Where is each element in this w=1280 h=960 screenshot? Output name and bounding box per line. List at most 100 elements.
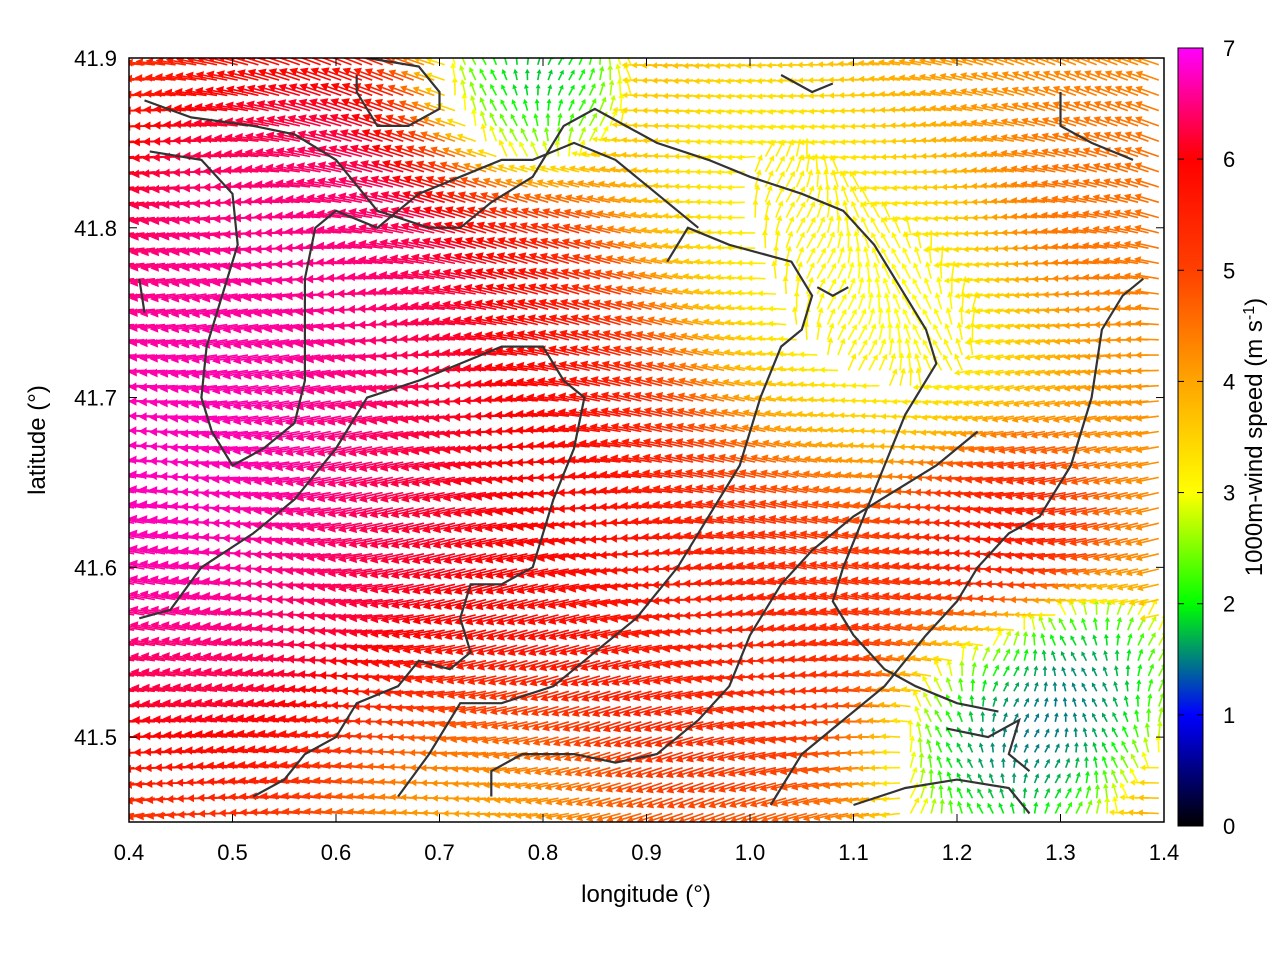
wind-arrow-head: [105, 798, 113, 806]
wind-arrow-head: [1067, 787, 1072, 793]
wind-arrow-shaft: [1054, 791, 1060, 799]
wind-arrow-head: [324, 792, 332, 800]
wind-arrow: [1033, 787, 1039, 799]
wind-arrow-head: [109, 590, 118, 599]
wind-arrow-head: [791, 799, 799, 807]
wind-arrow-head: [111, 701, 119, 710]
wind-arrow-shaft: [1064, 805, 1071, 814]
wind-arrow: [966, 787, 974, 799]
wind-arrow: [1095, 798, 1102, 814]
wind-arrow: [129, 812, 135, 816]
wind-arrow-head: [525, 812, 532, 820]
wind-arrow-head: [555, 798, 563, 806]
wind-arrow-head: [312, 776, 321, 785]
wind-arrow-head: [585, 784, 593, 792]
wind-arrow-head: [1022, 787, 1028, 792]
wind-arrow-head: [379, 808, 386, 816]
wind-arrow-shaft: [662, 782, 683, 791]
wind-arrow: [948, 799, 954, 814]
wind-arrow-head: [1112, 795, 1119, 802]
wind-arrow-shaft: [1033, 636, 1036, 646]
wind-arrow-shaft: [1085, 775, 1089, 784]
wind-arrow-head: [102, 750, 110, 758]
wind-arrow-head: [452, 795, 459, 803]
wind-arrow-head: [196, 777, 204, 787]
wind-arrow-shaft: [673, 812, 694, 821]
wind-arrow-head: [1108, 809, 1115, 816]
wind-arrow-shaft: [663, 812, 683, 821]
wind-arrow-head: [615, 785, 623, 793]
wind-arrow-head: [378, 778, 385, 786]
wind-arrow-shaft: [1044, 805, 1049, 814]
wind-arrow-head: [325, 807, 333, 816]
wind-arrow-head: [346, 792, 354, 800]
wind-arrow: [880, 796, 901, 803]
wind-arrow: [729, 797, 756, 808]
wind-arrow-head: [544, 783, 552, 791]
wind-arrow-head: [259, 776, 267, 785]
wind-arrow: [1044, 801, 1050, 814]
wind-arrow-shaft: [611, 782, 632, 790]
wind-arrow: [605, 797, 632, 808]
wind-arrow-shaft: [968, 791, 974, 799]
wind-arrow-shaft: [982, 699, 985, 707]
wind-arrow-head: [740, 816, 748, 822]
wind-arrow: [625, 782, 652, 793]
wind-arrow-head: [378, 793, 386, 801]
wind-arrow-head: [678, 816, 685, 822]
wind-arrow-head: [999, 787, 1004, 793]
wind-arrow-head: [302, 792, 311, 800]
wind-arrow: [718, 797, 746, 809]
wind-arrow-head: [913, 797, 920, 804]
wind-arrow-head: [708, 801, 717, 809]
wind-arrow-head: [281, 792, 289, 800]
wind-arrow-head: [645, 786, 654, 794]
wind-arrow-head: [749, 800, 758, 808]
wind-arrow-head: [238, 776, 246, 785]
wind-arrow-head: [483, 811, 491, 819]
wind-arrow-head: [218, 809, 226, 818]
wind-arrow-head: [336, 807, 343, 816]
wind-arrow-head: [504, 797, 511, 804]
wind-arrow: [656, 797, 683, 809]
wind-arrow-shaft: [309, 779, 331, 784]
wind-arrow-head: [636, 801, 644, 809]
wind-arrow-head: [156, 811, 165, 820]
wind-arrow-shaft: [622, 812, 642, 820]
wind-arrow-shaft: [920, 787, 925, 799]
wind-arrow: [709, 812, 735, 822]
wind-arrow-head: [514, 797, 522, 805]
wind-arrow-shaft: [1075, 790, 1080, 799]
wind-arrow-head: [120, 653, 129, 662]
wind-arrow-head: [473, 810, 480, 818]
wind-arrow-shaft: [1002, 746, 1005, 753]
wind-arrow-shaft: [704, 797, 725, 806]
wind-arrow: [657, 812, 683, 822]
wind-arrow-head: [227, 777, 236, 786]
wind-arrow-shaft: [653, 812, 673, 821]
wind-arrow: [585, 782, 611, 792]
wind-arrow-head: [421, 794, 428, 802]
wind-arrow-head: [615, 800, 624, 808]
wind-arrow-head: [880, 811, 887, 819]
wind-arrow-head: [129, 780, 132, 789]
wind-arrow-head: [987, 802, 992, 808]
wind-arrow-shaft: [715, 812, 735, 821]
wind-arrow: [999, 787, 1005, 799]
wind-arrow-shaft: [622, 797, 642, 805]
wind-arrow-head: [555, 813, 563, 821]
wind-arrow-head: [813, 814, 821, 822]
wind-arrow: [729, 812, 756, 822]
wind-arrow-shaft: [1116, 637, 1119, 646]
wind-arrow-head: [1119, 782, 1126, 789]
wind-arrow: [636, 797, 663, 809]
wind-arrow: [1054, 787, 1061, 799]
wind-arrow-head: [129, 764, 132, 773]
wind-arrow-head: [399, 793, 407, 801]
wind-arrow-head: [260, 808, 268, 816]
wind-arrow-shaft: [591, 782, 611, 790]
wind-arrow-head: [367, 777, 375, 786]
wind-arrow-head: [698, 816, 706, 822]
wind-arrow-head: [812, 798, 820, 806]
wind-arrow-shaft: [642, 797, 663, 806]
